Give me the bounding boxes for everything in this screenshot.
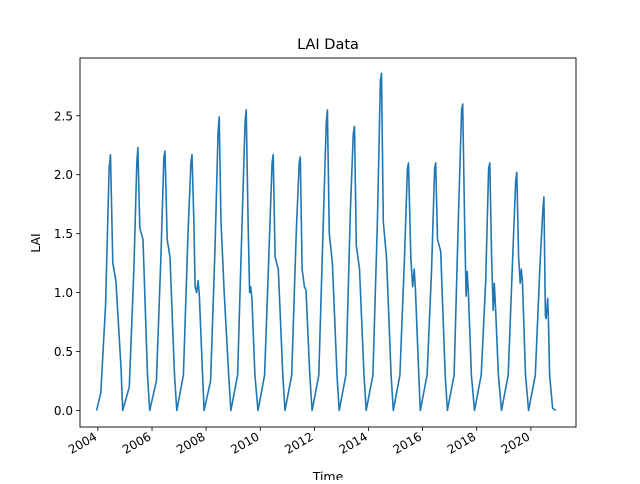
y-tick-label: 1.5: [54, 227, 73, 241]
chart-title: LAI Data: [297, 37, 359, 53]
x-axis-label: Time: [312, 469, 344, 480]
y-tick-label: 0.0: [54, 404, 73, 418]
y-tick-label: 2.0: [54, 168, 73, 182]
lai-series-line: [95, 72, 557, 412]
y-axis-label: LAI: [28, 233, 43, 253]
plot-frame: [79, 57, 577, 428]
y-tick-label: 1.0: [54, 286, 73, 300]
y-tick-label: 0.5: [54, 345, 73, 359]
y-tick-label: 2.5: [54, 109, 73, 123]
